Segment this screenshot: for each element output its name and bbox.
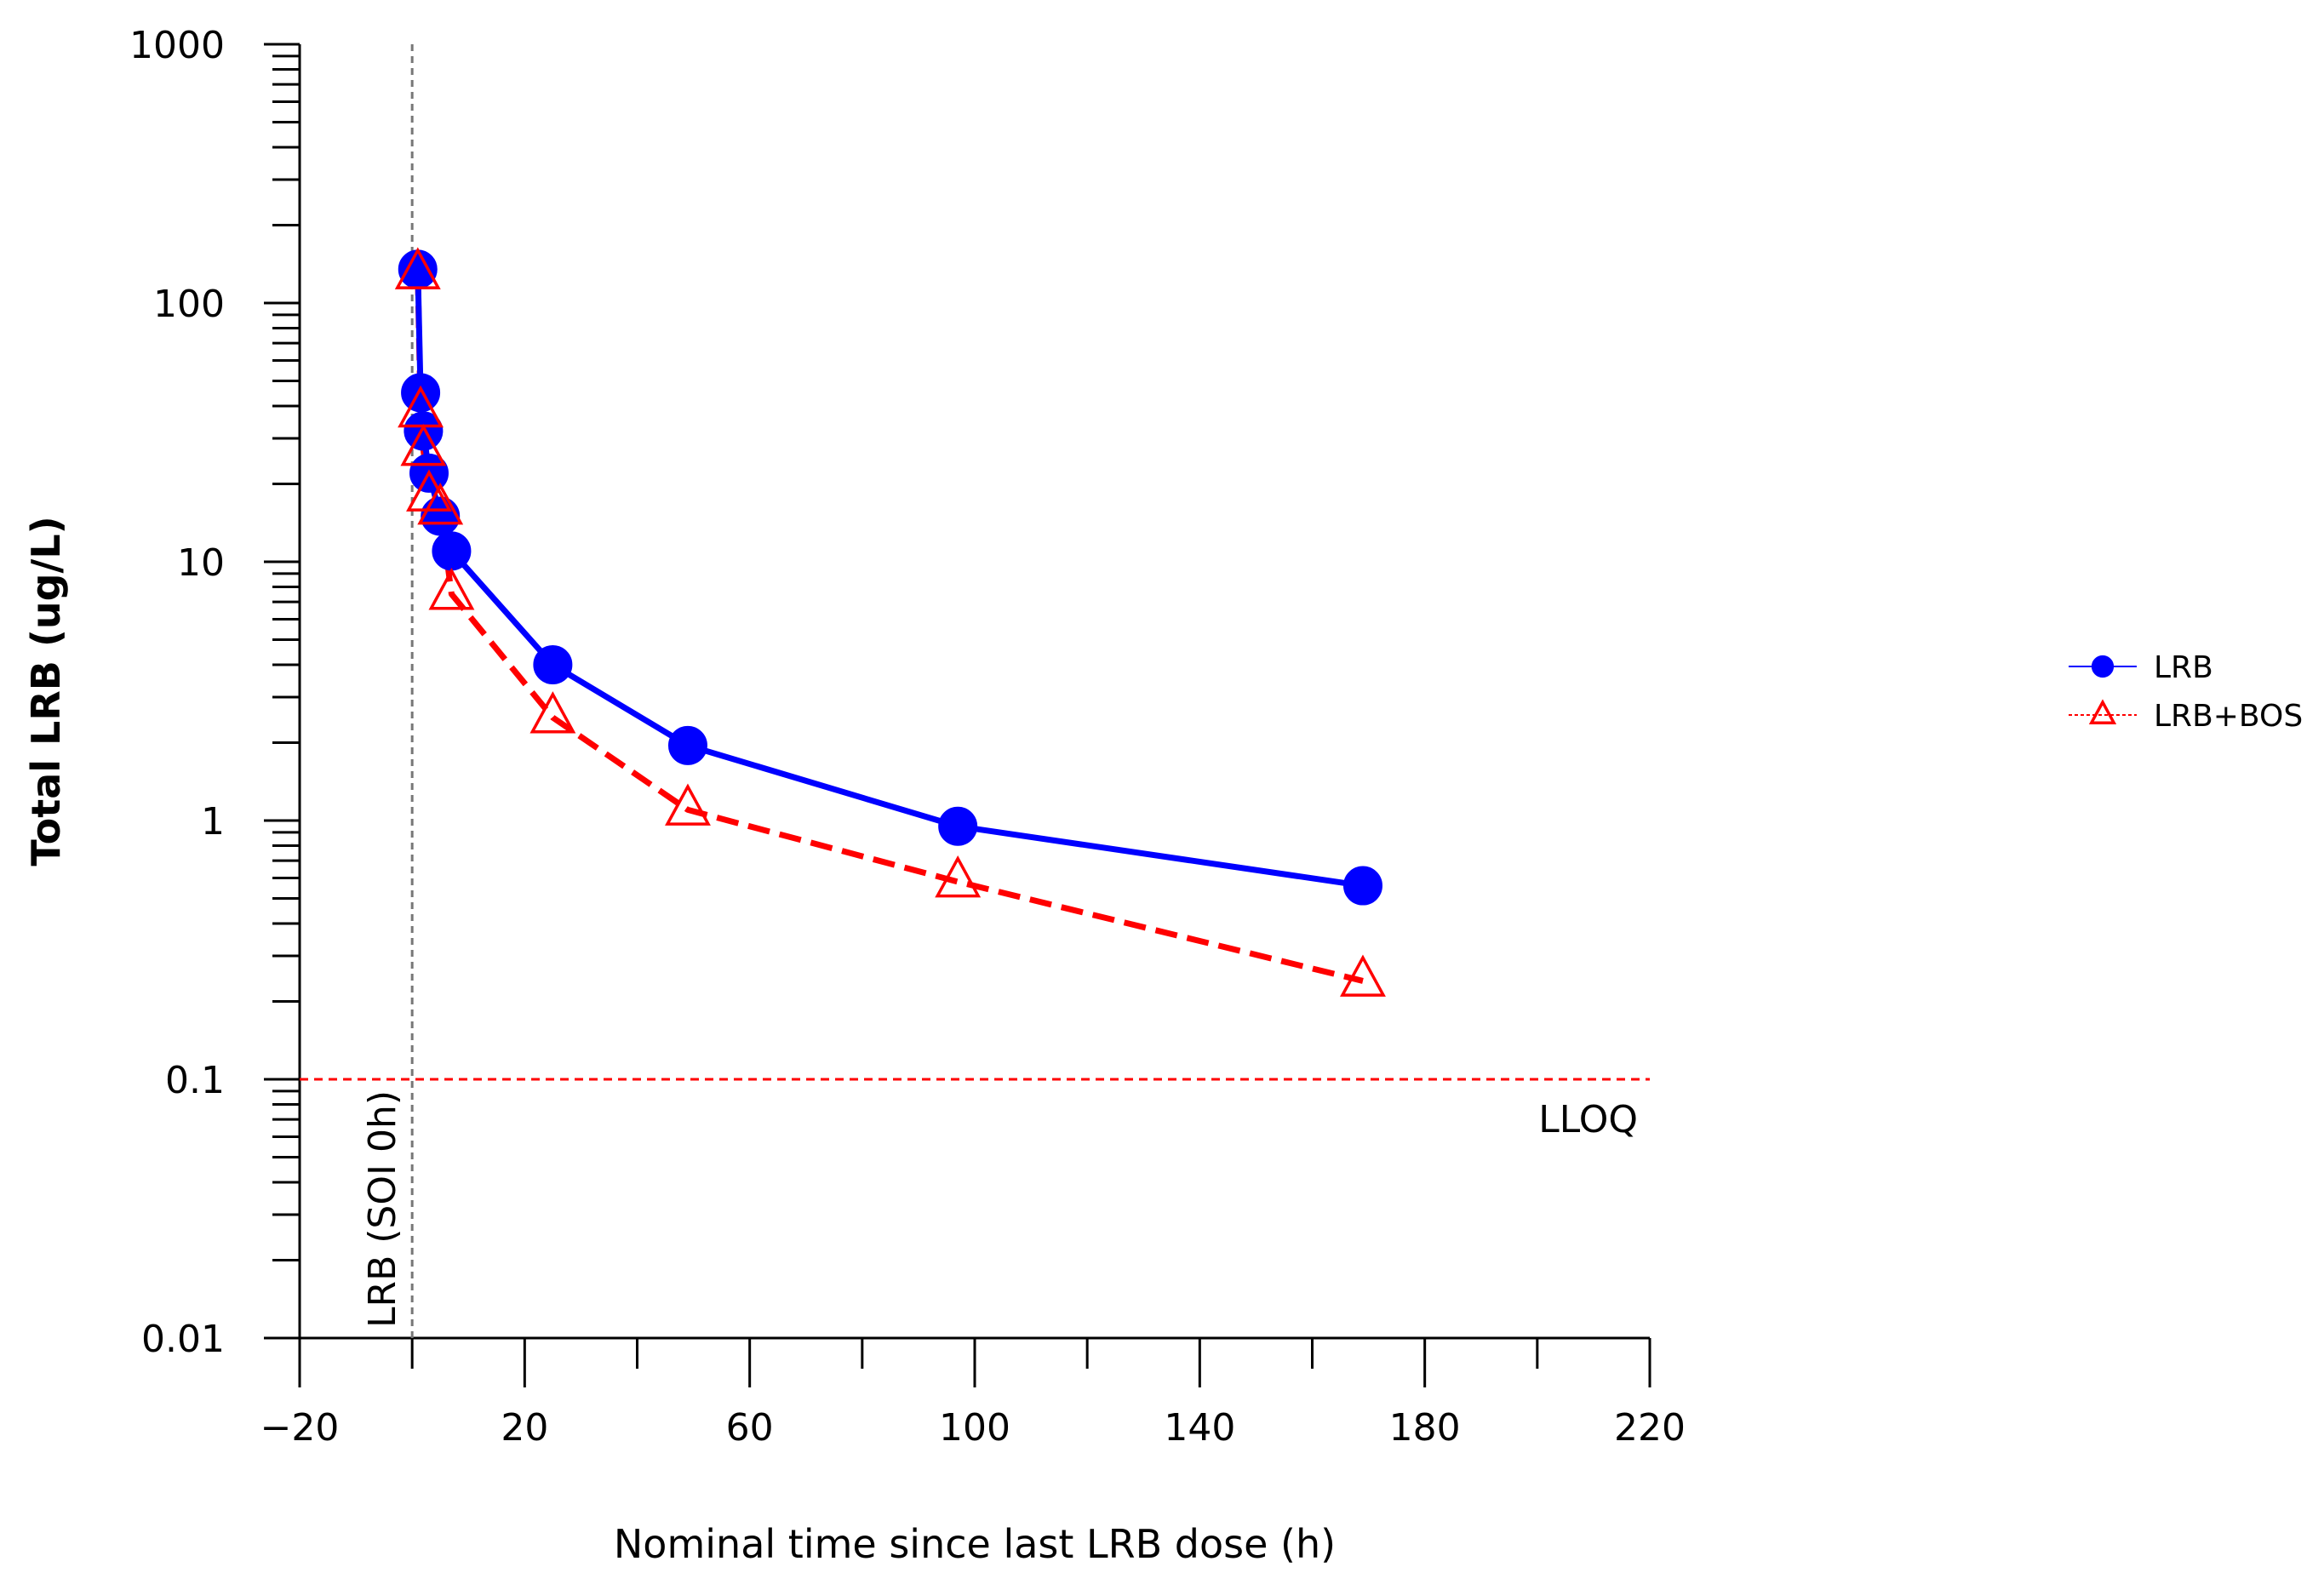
y-tick-label: 0.01 bbox=[141, 1318, 225, 1361]
data-point-lrb bbox=[404, 411, 444, 451]
data-point-lrb bbox=[401, 373, 441, 413]
legend-label: LRB bbox=[2154, 650, 2213, 685]
data-point-lrb-bos bbox=[400, 423, 447, 466]
legend-marker bbox=[2091, 655, 2115, 678]
lloq-reference-label: LLOQ bbox=[1538, 1098, 1638, 1141]
data-point-lrb bbox=[533, 644, 573, 684]
data-point-lrb-bos bbox=[1340, 954, 1386, 997]
x-tick-label: 100 bbox=[939, 1406, 1010, 1450]
data-point-lrb bbox=[432, 531, 472, 571]
x-tick-label: 220 bbox=[1614, 1406, 1686, 1450]
data-point-lrb-bos bbox=[417, 483, 464, 525]
series-line-lrb-bos bbox=[415, 273, 1364, 984]
y-tick-label: 0.1 bbox=[165, 1059, 225, 1102]
y-tick-label: 1000 bbox=[129, 24, 225, 67]
y-axis-title: Total LRB (ug/L) bbox=[23, 516, 69, 866]
data-point-lrb bbox=[421, 496, 461, 536]
y-tick-label: 1 bbox=[201, 800, 225, 844]
data-point-lrb-bos bbox=[428, 568, 475, 610]
data-point-lrb-bos bbox=[665, 783, 711, 826]
data-point-lrb-bos bbox=[398, 385, 444, 428]
x-tick-label: 180 bbox=[1389, 1406, 1461, 1450]
data-point-lrb bbox=[938, 806, 978, 846]
data-point-lrb-bos bbox=[935, 855, 982, 898]
x-tick-label: 140 bbox=[1164, 1406, 1235, 1450]
data-point-lrb-bos bbox=[406, 469, 452, 512]
y-tick-label: 10 bbox=[177, 541, 225, 585]
legend: LRB LRB+BOS bbox=[2069, 650, 2303, 734]
legend-label: LRB+BOS bbox=[2154, 699, 2303, 734]
data-point-lrb-bos bbox=[394, 247, 441, 289]
x-tick-label: −20 bbox=[260, 1406, 340, 1450]
x-tick-label: 20 bbox=[501, 1406, 548, 1450]
data-point-lrb bbox=[667, 725, 707, 765]
x-axis-title: Nominal time since last LRB dose (h) bbox=[614, 1521, 1336, 1567]
data-point-lrb bbox=[1342, 866, 1382, 906]
series-line-lrb bbox=[415, 269, 1364, 889]
soi-reference-label: LRB (SOI 0h) bbox=[361, 1090, 404, 1328]
y-tick-label: 100 bbox=[153, 283, 225, 326]
data-point-lrb-bos bbox=[529, 691, 576, 734]
legend-marker bbox=[2088, 699, 2117, 724]
x-tick-label: 60 bbox=[726, 1406, 774, 1450]
